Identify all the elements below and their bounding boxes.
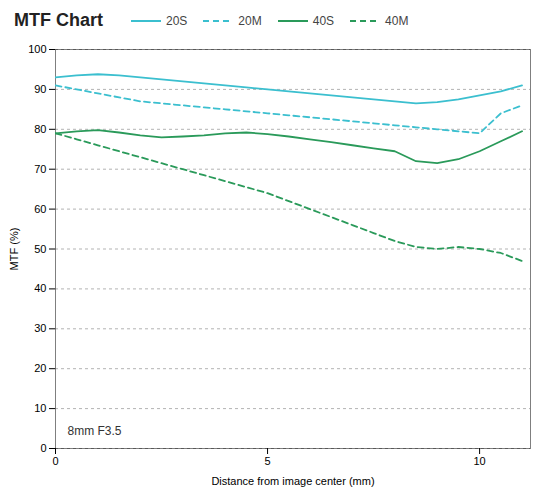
svg-text:100: 100 [28, 43, 46, 55]
svg-text:10: 10 [473, 455, 485, 467]
svg-text:70: 70 [34, 163, 46, 175]
svg-text:20: 20 [34, 362, 46, 374]
svg-text:90: 90 [34, 83, 46, 95]
html-text:20M: 20M [238, 13, 262, 28]
svg-text:50: 50 [34, 243, 46, 255]
svg-text:10: 10 [34, 402, 46, 414]
svg-text:5: 5 [264, 455, 270, 467]
html-text:20S: 20S [166, 13, 188, 28]
html-text:40S: 40S [312, 13, 335, 28]
svg-text:30: 30 [34, 322, 46, 334]
svg-text:80: 80 [34, 123, 46, 135]
svg-text:0: 0 [52, 455, 58, 467]
svg-text:60: 60 [34, 203, 46, 215]
svg-text:Distance from image center (mm: Distance from image center (mm) [211, 475, 374, 487]
svg-text:8mm F3.5: 8mm F3.5 [68, 424, 122, 438]
svg-text:40: 40 [34, 282, 46, 294]
html-text:MTF Chart: MTF Chart [14, 10, 103, 30]
svg-text:0: 0 [40, 442, 46, 454]
svg-text:MTF (%): MTF (%) [8, 228, 20, 271]
html-text:40M: 40M [385, 13, 409, 28]
